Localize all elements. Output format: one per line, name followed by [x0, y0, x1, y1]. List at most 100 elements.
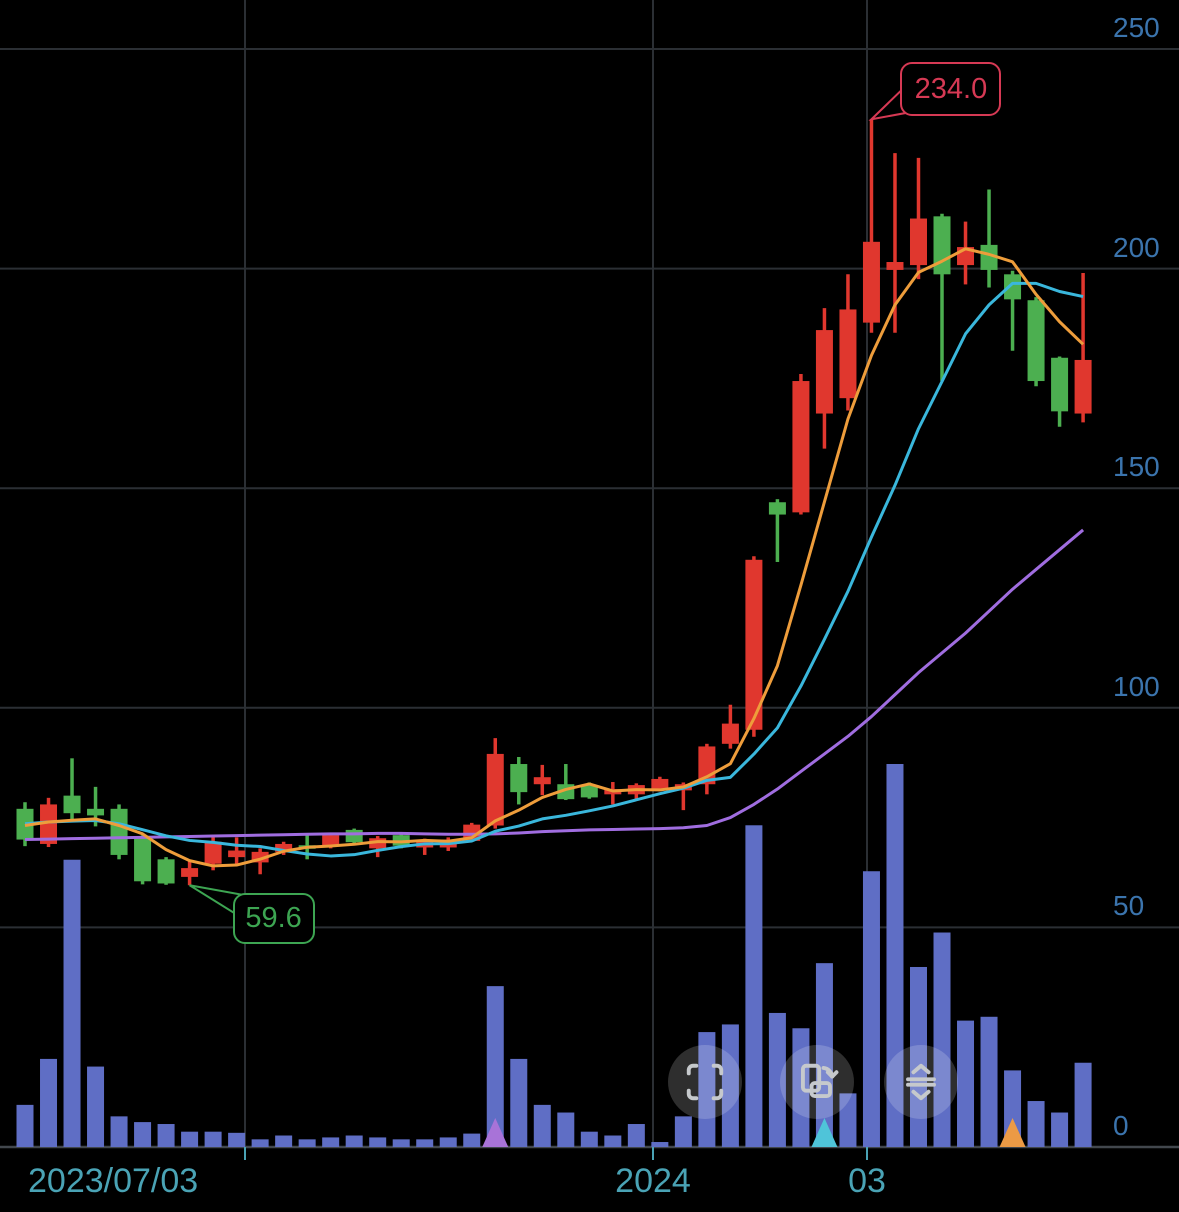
- volume-bar: [980, 1016, 998, 1147]
- volume-bar: [1051, 1112, 1069, 1147]
- candle-bearish: [110, 808, 128, 855]
- candle-bullish: [251, 851, 269, 863]
- candle-bearish: [1027, 300, 1045, 382]
- adjust-scale-icon: [906, 1063, 936, 1101]
- volume-bar: [933, 932, 951, 1147]
- volume-bar: [181, 1131, 199, 1147]
- volume-bar: [63, 859, 81, 1147]
- x-axis-label-start-date: 2023/07/03: [28, 1162, 199, 1200]
- volume-bar: [439, 1137, 457, 1147]
- candle-bullish: [181, 868, 199, 877]
- candle-bullish: [533, 777, 551, 785]
- volume-bar: [275, 1135, 293, 1147]
- candle-bearish: [63, 795, 81, 814]
- volume-bar: [416, 1139, 434, 1147]
- candle-bullish: [815, 330, 833, 414]
- candle-bullish: [463, 824, 481, 841]
- y-axis-label: 50: [1113, 890, 1145, 922]
- volume-bar: [157, 1124, 175, 1147]
- candle-bullish: [322, 835, 340, 846]
- candle-bearish: [580, 785, 598, 798]
- volume-bar: [792, 1028, 810, 1147]
- candle-bearish: [768, 502, 786, 515]
- adjust-scale-button[interactable]: [884, 1045, 958, 1119]
- candle-bearish: [134, 837, 152, 882]
- volume-bar: [886, 764, 904, 1147]
- volume-bar: [839, 1093, 857, 1147]
- volume-bar: [533, 1104, 551, 1147]
- volume-bar: [604, 1135, 622, 1147]
- volume-bar: [1074, 1062, 1092, 1147]
- volume-bar: [110, 1116, 128, 1147]
- candle-bullish: [275, 843, 293, 852]
- y-axis-label: 200: [1113, 231, 1160, 263]
- focus-frame-button[interactable]: [668, 1045, 742, 1119]
- volume-bar: [251, 1139, 269, 1147]
- volume-bar: [298, 1139, 316, 1147]
- candle-bearish: [345, 829, 363, 843]
- candle-bullish: [792, 381, 810, 513]
- volume-bar: [627, 1124, 645, 1147]
- candle-bullish: [745, 559, 763, 730]
- ma-line-slow: [24, 528, 1085, 842]
- volume-bar: [486, 986, 504, 1147]
- volume-bar: [674, 1116, 692, 1147]
- candle-bullish: [1074, 359, 1092, 414]
- x-axis-label-month: 03: [848, 1162, 886, 1200]
- volume-bar: [557, 1112, 575, 1147]
- purple-triangle-marker: [482, 1118, 509, 1147]
- volume-bar: [580, 1131, 598, 1147]
- candle-bullish: [886, 262, 904, 270]
- orange-triangle-marker: [999, 1118, 1026, 1147]
- volume-bar: [745, 825, 763, 1147]
- volume-bar: [322, 1137, 340, 1147]
- volume-bar: [651, 1142, 669, 1147]
- volume-bar: [698, 1032, 716, 1147]
- candle-bullish: [862, 241, 880, 323]
- volume-bar: [345, 1135, 363, 1147]
- candle-bullish: [228, 850, 246, 858]
- candle-bearish: [87, 808, 105, 816]
- y-axis-label: 250: [1113, 12, 1160, 43]
- candle-bearish: [1004, 274, 1022, 300]
- candle-bullish: [909, 218, 927, 266]
- volume-bar: [957, 1020, 975, 1147]
- y-axis-label: 100: [1113, 670, 1160, 702]
- candle-bearish: [1051, 357, 1069, 412]
- candle-bearish: [510, 764, 528, 793]
- candle-bearish: [980, 244, 998, 270]
- volume-bar: [204, 1131, 222, 1147]
- x-axis-label-year: 2024: [615, 1162, 691, 1200]
- volume-bar: [1027, 1101, 1045, 1147]
- candle-bullish: [839, 309, 857, 399]
- rotate-screen-icon: [800, 1063, 839, 1099]
- volume-bar: [721, 1024, 739, 1147]
- volume-bar: [463, 1133, 481, 1147]
- volume-bar: [40, 1058, 58, 1147]
- volume-bar: [369, 1137, 387, 1147]
- volume-bar: [392, 1139, 410, 1147]
- volume-bar: [815, 963, 833, 1147]
- ma-line-fast: [24, 247, 1085, 868]
- ma-line-mid: [24, 281, 1084, 858]
- candle-bearish: [157, 859, 175, 884]
- candle-bullish: [486, 753, 504, 826]
- candle-bullish: [40, 804, 58, 844]
- volume-bar: [87, 1066, 105, 1147]
- candle-bullish: [721, 723, 739, 744]
- y-axis-label: 0: [1113, 1110, 1129, 1141]
- focus-frame-icon: [686, 1063, 724, 1101]
- volume-bar: [16, 1104, 34, 1147]
- rotate-screen-button[interactable]: [780, 1045, 854, 1119]
- low-price-callout: 59.6: [232, 893, 315, 945]
- volume-bar: [510, 1058, 528, 1147]
- cyan-triangle-marker: [811, 1118, 838, 1147]
- high-price-callout: 234.0: [900, 62, 1002, 117]
- volume-bar: [909, 966, 927, 1147]
- volume-bar: [228, 1132, 246, 1147]
- volume-bar: [134, 1122, 152, 1147]
- candle-bullish: [651, 778, 669, 790]
- volume-bar: [862, 871, 880, 1147]
